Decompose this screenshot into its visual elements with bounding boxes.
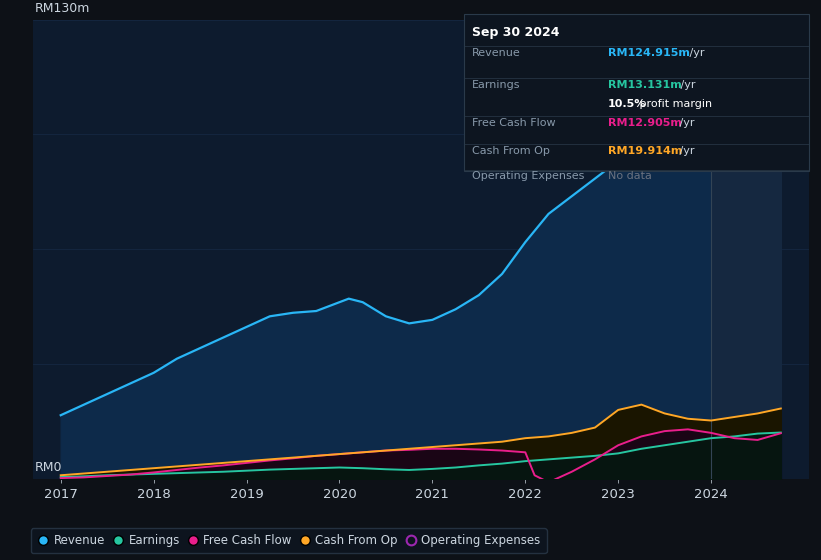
Text: No data: No data bbox=[608, 171, 651, 181]
Text: Free Cash Flow: Free Cash Flow bbox=[472, 118, 556, 128]
Text: Revenue: Revenue bbox=[472, 48, 521, 58]
Text: RM124.915m: RM124.915m bbox=[608, 48, 690, 58]
Text: /yr: /yr bbox=[676, 118, 695, 128]
Text: RM12.905m: RM12.905m bbox=[608, 118, 681, 128]
Text: Sep 30 2024: Sep 30 2024 bbox=[472, 26, 560, 39]
Text: Earnings: Earnings bbox=[472, 80, 521, 90]
Text: Cash From Op: Cash From Op bbox=[472, 146, 550, 156]
Text: profit margin: profit margin bbox=[636, 99, 713, 109]
Text: 10.5%: 10.5% bbox=[608, 99, 646, 109]
Text: RM19.914m: RM19.914m bbox=[608, 146, 682, 156]
Text: /yr: /yr bbox=[676, 146, 695, 156]
Text: Operating Expenses: Operating Expenses bbox=[472, 171, 585, 181]
Text: RM130m: RM130m bbox=[34, 2, 89, 15]
Text: /yr: /yr bbox=[686, 48, 704, 58]
Text: RM13.131m: RM13.131m bbox=[608, 80, 681, 90]
Legend: Revenue, Earnings, Free Cash Flow, Cash From Op, Operating Expenses: Revenue, Earnings, Free Cash Flow, Cash … bbox=[31, 529, 547, 553]
Text: RM0: RM0 bbox=[34, 461, 62, 474]
Text: /yr: /yr bbox=[677, 80, 696, 90]
